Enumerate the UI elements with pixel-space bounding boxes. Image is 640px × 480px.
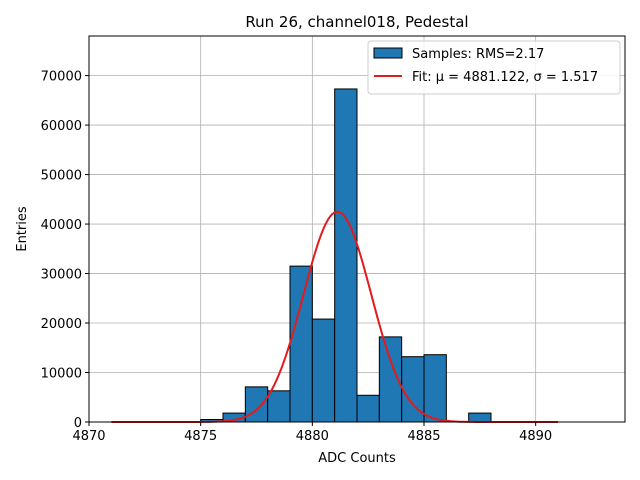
y-tick-label: 70000 xyxy=(41,70,82,85)
x-tick-label: 4880 xyxy=(296,429,329,444)
y-tick-label: 50000 xyxy=(41,169,82,184)
x-tick-label: 4885 xyxy=(407,429,440,444)
x-tick-label: 4870 xyxy=(72,429,105,444)
plot-frame xyxy=(88,35,626,423)
legend: Samples: RMS=2.17 Fit: μ = 4881.122, σ =… xyxy=(367,40,621,95)
legend-histogram-swatch xyxy=(373,47,403,59)
histogram-bar xyxy=(311,318,336,423)
axis-ticks: 4870 4875 4880 4885 4890 0 10000 20000 30000 4000… xyxy=(41,70,553,444)
histogram-bar xyxy=(423,354,447,423)
y-axis-label: Entries xyxy=(15,206,30,252)
legend-histogram-label: Samples: RMS=2.17 xyxy=(412,47,544,62)
y-tick-label: 0 xyxy=(74,416,82,431)
x-axis-label: ADC Counts xyxy=(318,451,396,466)
legend-box xyxy=(367,40,621,95)
y-tick-label: 60000 xyxy=(41,119,82,134)
histogram-bar xyxy=(334,88,358,423)
histogram-bar xyxy=(267,390,291,423)
y-tick-label: 20000 xyxy=(41,317,82,332)
histogram-bar xyxy=(289,265,313,423)
y-tick-label: 10000 xyxy=(41,367,82,382)
histogram-bar xyxy=(244,386,269,423)
legend-fit-label: Fit: μ = 4881.122, σ = 1.517 xyxy=(412,70,598,85)
histogram-bar xyxy=(356,394,380,423)
x-tick-label: 4890 xyxy=(519,429,552,444)
x-tick-label: 4875 xyxy=(184,429,217,444)
histogram-bars xyxy=(200,88,492,423)
histogram-bar xyxy=(468,412,492,423)
y-tick-label: 40000 xyxy=(41,218,82,233)
y-tick-label: 30000 xyxy=(41,268,82,283)
chart-title: Run 26, channel018, Pedestal xyxy=(245,13,468,31)
